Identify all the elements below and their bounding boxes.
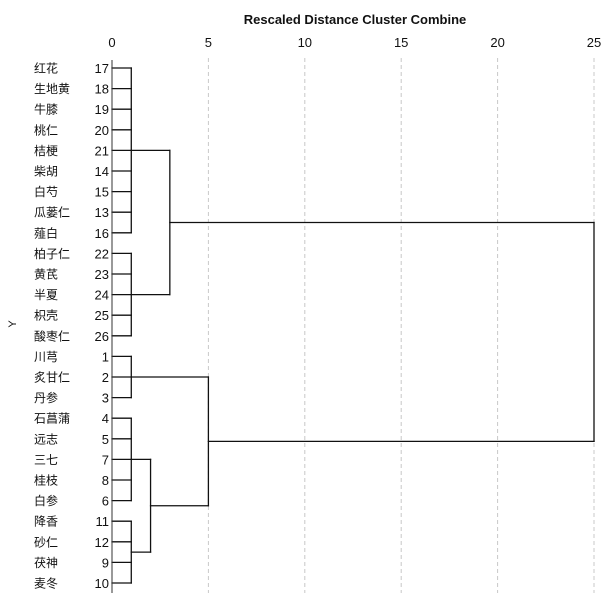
leaf-name: 茯神 bbox=[34, 556, 58, 570]
leaf-name: 红花 bbox=[34, 61, 58, 76]
leaf-id: 18 bbox=[95, 82, 109, 97]
chart-title: Rescaled Distance Cluster Combine bbox=[244, 12, 467, 27]
leaf-name: 桃仁 bbox=[34, 122, 58, 137]
leaf-id: 5 bbox=[102, 432, 109, 447]
leaf-id: 11 bbox=[96, 514, 110, 529]
x-tick-label: 0 bbox=[108, 35, 115, 50]
x-tick-label: 25 bbox=[587, 35, 601, 50]
y-axis-label: Y bbox=[7, 320, 19, 328]
leaf-name: 砂仁 bbox=[34, 535, 58, 549]
leaf-name: 白参 bbox=[34, 493, 58, 508]
dendrogram-tree bbox=[111, 67, 595, 584]
leaf-id: 3 bbox=[102, 391, 109, 406]
leaf-id: 24 bbox=[95, 288, 109, 303]
leaf-id: 7 bbox=[102, 452, 109, 467]
leaf-id: 26 bbox=[95, 329, 109, 344]
leaf-name: 降香 bbox=[34, 515, 58, 529]
leaf-id: 12 bbox=[95, 535, 109, 550]
leaf-id: 17 bbox=[95, 61, 109, 76]
leaf-name: 薤白 bbox=[34, 225, 58, 240]
leaf-id: 15 bbox=[95, 185, 109, 200]
x-tick-label: 10 bbox=[298, 35, 312, 50]
leaf-name: 黄芪 bbox=[34, 268, 58, 282]
leaf-name: 柏子仁 bbox=[34, 246, 70, 261]
leaf-name: 三七 bbox=[34, 453, 58, 467]
leaf-id: 10 bbox=[95, 576, 109, 591]
leaf-id: 8 bbox=[102, 473, 109, 488]
leaf-id: 23 bbox=[95, 267, 109, 282]
leaf-id: 4 bbox=[102, 411, 109, 426]
leaf-id: 2 bbox=[102, 370, 109, 385]
x-tick-label: 15 bbox=[394, 35, 408, 50]
leaf-id: 20 bbox=[95, 123, 109, 138]
leaf-name: 白芍 bbox=[34, 184, 58, 199]
leaf-name: 酸枣仁 bbox=[34, 328, 70, 343]
leaf-id: 1 bbox=[102, 349, 109, 364]
leaf-name: 川芎 bbox=[34, 350, 58, 364]
x-axis-ticks: 0 5 10 15 20 25 bbox=[108, 35, 601, 50]
leaf-name: 半夏 bbox=[34, 288, 58, 302]
x-tick-label: 20 bbox=[490, 35, 504, 50]
leaf-name: 石菖蒲 bbox=[34, 412, 70, 426]
leaf-name: 瓜蒌仁 bbox=[34, 206, 70, 220]
leaf-id: 21 bbox=[95, 143, 109, 158]
gridlines bbox=[207, 58, 595, 593]
leaf-name: 柴胡 bbox=[34, 165, 58, 179]
leaf-name: 炙甘仁 bbox=[34, 370, 70, 385]
leaf-id: 22 bbox=[95, 246, 109, 261]
leaf-name: 丹参 bbox=[34, 390, 58, 405]
leaf-id: 6 bbox=[102, 494, 109, 509]
leaf-name: 牛膝 bbox=[34, 102, 58, 117]
leaf-name: 生地黄 bbox=[34, 82, 70, 96]
leaf-id: 9 bbox=[102, 555, 109, 570]
leaf-name: 桔梗 bbox=[34, 143, 58, 158]
x-tick-label: 5 bbox=[205, 35, 212, 50]
leaf-id: 25 bbox=[95, 308, 109, 323]
leaf-name: 桂枝 bbox=[34, 473, 58, 488]
leaf-name: 麦冬 bbox=[34, 576, 58, 591]
leaf-id: 16 bbox=[95, 226, 109, 241]
leaf-id: 19 bbox=[95, 102, 109, 117]
leaf-name: 枳壳 bbox=[34, 309, 58, 323]
leaf-id: 13 bbox=[95, 205, 109, 220]
leaf-name: 远志 bbox=[34, 432, 58, 446]
leaf-id: 14 bbox=[95, 164, 109, 179]
